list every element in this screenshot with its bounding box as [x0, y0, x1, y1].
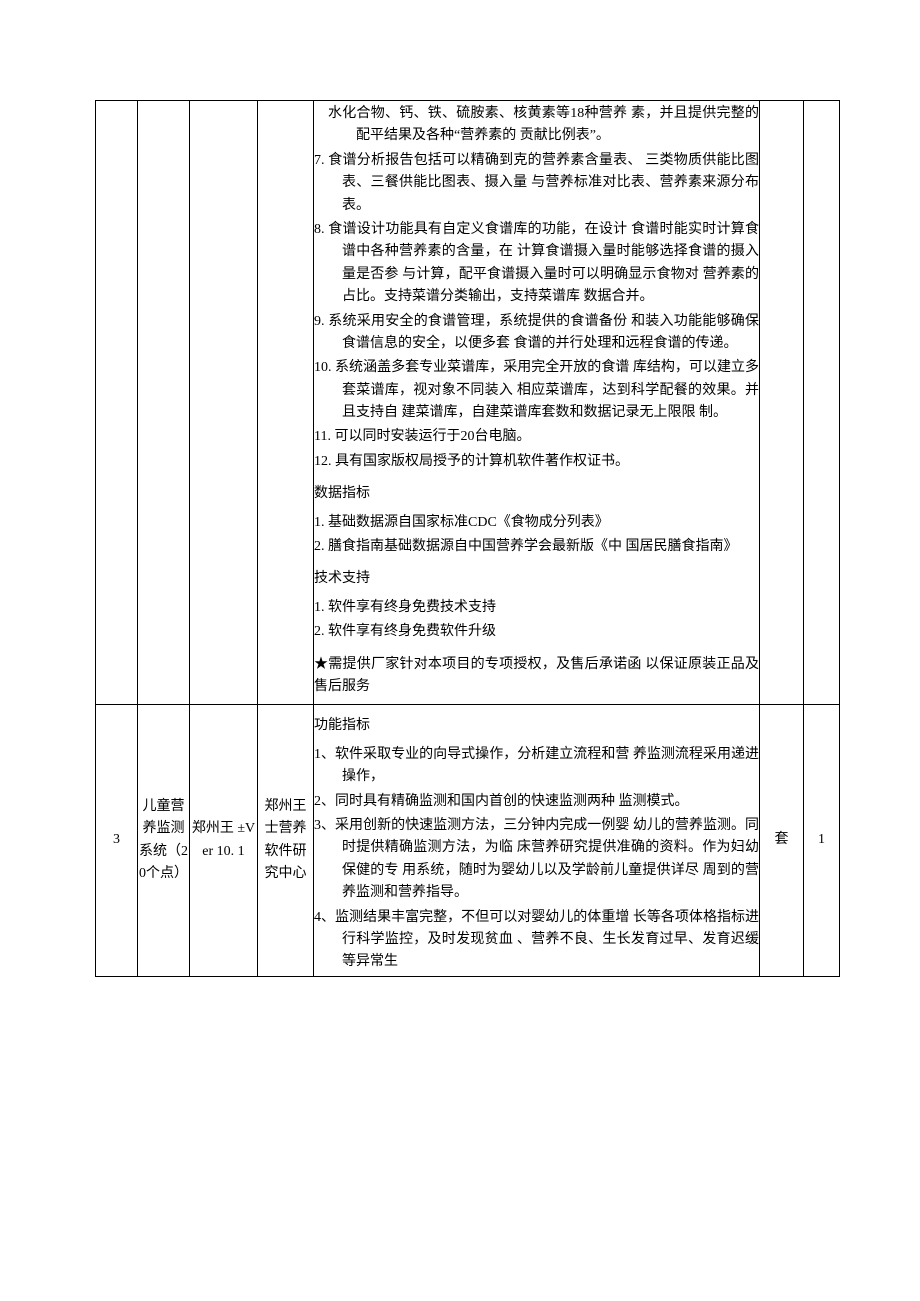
spec-line: 功能指标 [314, 715, 759, 737]
spec-line: 10. 系统涵盖多套专业菜谱库，采用完全开放的食谱 库结构，可以建立多套菜谱库，… [314, 357, 759, 424]
spec-line: 4、监测结果丰富完整，不但可以对婴幼儿的体重增 长等各项体格指标进行科学监控，及… [314, 907, 759, 974]
spec-line: 数据指标 [314, 483, 759, 505]
row1-mfr [258, 101, 314, 705]
table-row: 水化合物、钙、铁、硫胺素、核黄素等18种营养 素，并且提供完整的配平结果及各种“… [96, 101, 840, 705]
row1-spec: 水化合物、钙、铁、硫胺素、核黄素等18种营养 素，并且提供完整的配平结果及各种“… [314, 101, 760, 705]
row1-model [190, 101, 258, 705]
row1-unit [760, 101, 804, 705]
spec-line: 7. 食谱分析报告包括可以精确到克的营养素含量表、 三类物质供能比图表、三餐供能… [314, 150, 759, 217]
spec-line: 1. 软件享有终身免费技术支持 [314, 597, 759, 619]
row2-model: 郑州王 ±Ver 10. 1 [190, 705, 258, 976]
spec-line: ★需提供厂家针对本项目的专项授权，及售后承诺函 以保证原装正品及售后服务 [314, 654, 759, 699]
row1-name [138, 101, 190, 705]
spec-line: 2、同时具有精确监测和国内首创的快速监测两种 监测模式。 [314, 791, 759, 813]
row2-idx: 3 [96, 705, 138, 976]
spec-line: 2. 膳食指南基础数据源自中国营养学会最新版《中 国居民膳食指南》 [314, 536, 759, 558]
spec-line: 2. 软件享有终身免费软件升级 [314, 621, 759, 643]
row2-name: 儿童营养监测系统（20个点） [138, 705, 190, 976]
row1-idx [96, 101, 138, 705]
spec-line: 3、采用创新的快速监测方法，三分钟内完成一例婴 幼儿的营养监测。同时提供精确监测… [314, 815, 759, 905]
spec-line: 9. 系统采用安全的食谱管理，系统提供的食谱备份 和装入功能能够确保食谱信息的安… [314, 311, 759, 356]
spec-line: 12. 具有国家版权局授予的计算机软件著作权证书。 [314, 451, 759, 473]
row2-mfr: 郑州王士营养软件研究中心 [258, 705, 314, 976]
spec-line: 水化合物、钙、铁、硫胺素、核黄素等18种营养 素，并且提供完整的配平结果及各种“… [314, 103, 759, 148]
row2-qty: 1 [804, 705, 840, 976]
table-row: 3 儿童营养监测系统（20个点） 郑州王 ±Ver 10. 1 郑州王士营养软件… [96, 705, 840, 976]
spec-line: 技术支持 [314, 568, 759, 590]
row2-unit: 套 [760, 705, 804, 976]
row1-qty [804, 101, 840, 705]
spec-line: 8. 食谱设计功能具有自定义食谱库的功能，在设计 食谱时能实时计算食谱中各种营养… [314, 219, 759, 309]
spec-line: 1. 基础数据源自国家标准CDC《食物成分列表》 [314, 512, 759, 534]
spec-line: 1、软件采取专业的向导式操作，分析建立流程和营 养监测流程采用递进操作， [314, 744, 759, 789]
spec-table: 水化合物、钙、铁、硫胺素、核黄素等18种营养 素，并且提供完整的配平结果及各种“… [95, 100, 840, 977]
spec-line: 11. 可以同时安装运行于20台电脑。 [314, 426, 759, 448]
row2-spec: 功能指标 1、软件采取专业的向导式操作，分析建立流程和营 养监测流程采用递进操作，… [314, 705, 760, 976]
